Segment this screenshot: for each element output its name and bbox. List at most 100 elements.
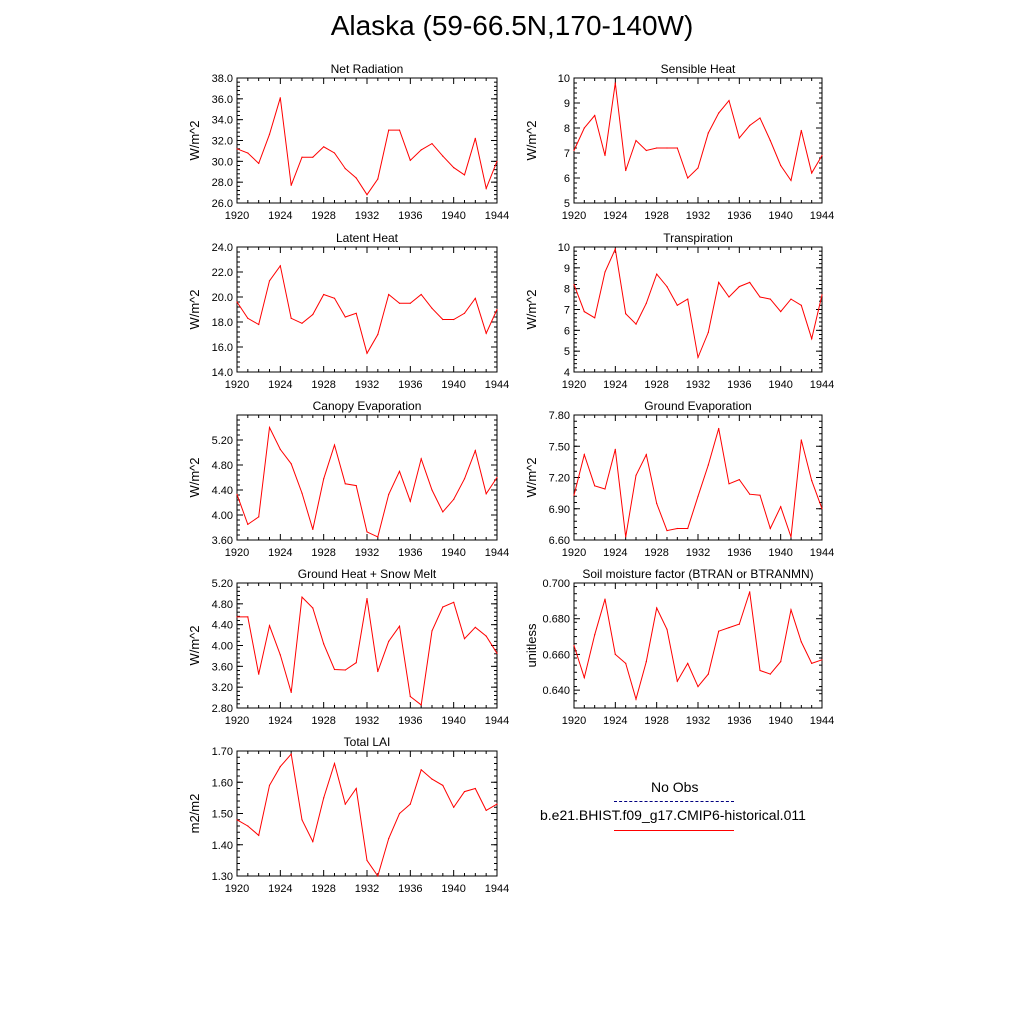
panel-title: Ground Evaporation xyxy=(644,399,751,413)
data-point xyxy=(769,673,771,675)
data-point xyxy=(323,478,325,480)
data-point xyxy=(258,323,260,326)
x-tick-label: 1944 xyxy=(810,547,834,559)
y-tick-label: 0.680 xyxy=(542,614,570,626)
data-point xyxy=(442,784,444,787)
x-tick-label: 1920 xyxy=(225,210,249,222)
data-point xyxy=(268,625,271,627)
x-tick-label: 1920 xyxy=(225,379,249,391)
data-point xyxy=(388,493,390,495)
data-point xyxy=(290,317,292,319)
y-tick-label: 9 xyxy=(564,98,570,110)
series-line xyxy=(237,596,498,706)
data-point xyxy=(687,298,689,300)
y-tick-label: 3.60 xyxy=(212,661,233,673)
data-point xyxy=(409,803,411,805)
data-point xyxy=(453,167,455,169)
data-point xyxy=(718,281,720,283)
legend-model-line xyxy=(614,830,734,831)
data-point xyxy=(474,626,476,628)
data-point xyxy=(442,511,444,513)
series-line xyxy=(573,247,823,360)
y-tick-label: 1.40 xyxy=(212,840,233,852)
data-point xyxy=(236,148,238,150)
data-point xyxy=(594,114,596,117)
y-tick-label: 10 xyxy=(558,242,570,254)
data-point xyxy=(604,271,606,273)
data-point xyxy=(728,99,730,102)
data-point xyxy=(442,318,444,321)
data-point xyxy=(811,338,813,340)
data-point xyxy=(247,317,249,319)
y-tick-label: 6.60 xyxy=(549,535,570,547)
data-point xyxy=(625,536,627,538)
data-point xyxy=(344,669,346,671)
chart-panel-7: Ground Heat + Snow Melt W/m^2 1920 1924 1928… xyxy=(187,567,509,727)
data-point xyxy=(279,766,281,768)
data-point xyxy=(388,293,390,296)
data-point xyxy=(366,598,368,600)
y-axis-label: unitless xyxy=(524,623,539,668)
data-point xyxy=(463,174,466,176)
data-point xyxy=(625,169,627,172)
x-tick-label: 1920 xyxy=(225,883,249,895)
series-line xyxy=(236,97,498,196)
data-point xyxy=(398,625,401,627)
data-point xyxy=(344,316,346,318)
panel-title: Ground Heat + Snow Melt xyxy=(298,567,437,581)
x-tick-label: 1924 xyxy=(268,715,292,727)
y-tick-label: 34.0 xyxy=(212,115,233,127)
plot-frame xyxy=(573,246,823,373)
x-tick-label: 1936 xyxy=(398,379,422,391)
data-point xyxy=(811,172,813,174)
legend-obs-label: No Obs xyxy=(651,779,699,795)
data-point xyxy=(656,147,658,149)
y-tick-label: 0.660 xyxy=(542,649,570,661)
y-axis-label: W/m^2 xyxy=(187,289,202,329)
data-point xyxy=(236,819,238,821)
data-point xyxy=(312,528,314,531)
data-point xyxy=(268,426,271,429)
data-point xyxy=(290,691,292,694)
x-tick-label: 1944 xyxy=(485,715,509,727)
y-tick-label: 38.0 xyxy=(212,73,233,85)
data-point xyxy=(366,859,368,862)
data-point xyxy=(420,293,422,296)
y-tick-label: 3.60 xyxy=(212,535,233,547)
y-tick-label: 7 xyxy=(564,148,570,160)
series-line xyxy=(236,752,498,878)
data-point xyxy=(614,248,616,250)
x-tick-label: 1936 xyxy=(727,210,751,222)
data-point xyxy=(707,331,709,333)
x-tick-label: 1940 xyxy=(441,379,465,391)
data-point xyxy=(355,662,357,664)
data-point xyxy=(409,159,411,161)
y-tick-label: 1.60 xyxy=(212,777,233,789)
x-tick-label: 1920 xyxy=(225,547,249,559)
data-point xyxy=(485,493,487,495)
data-point xyxy=(366,352,368,354)
x-tick-label: 1932 xyxy=(355,547,379,559)
data-point xyxy=(398,129,401,131)
data-point xyxy=(749,281,751,283)
y-tick-label: 4.80 xyxy=(212,460,233,472)
data-point xyxy=(474,450,476,452)
data-point xyxy=(738,286,740,288)
data-point xyxy=(420,704,422,706)
data-point xyxy=(323,293,325,296)
data-point xyxy=(333,152,336,154)
x-tick-label: 1920 xyxy=(225,715,249,727)
y-tick-label: 5 xyxy=(564,198,570,210)
data-point xyxy=(821,659,823,661)
data-point xyxy=(344,483,346,485)
data-point xyxy=(344,168,346,170)
chart-panel-4: Transpiration W/m^2 1920 1924 1928 1932 1936 19… xyxy=(524,231,834,391)
chart-panel-2: Sensible Heat W/m^2 1920 1924 1928 1932 1936 19… xyxy=(524,62,834,222)
y-tick-label: 8 xyxy=(564,123,570,135)
data-point xyxy=(573,644,575,647)
data-point xyxy=(800,304,802,306)
plot-frame xyxy=(573,414,823,541)
data-point xyxy=(463,478,466,480)
data-point xyxy=(645,661,647,663)
series-line xyxy=(573,82,823,182)
